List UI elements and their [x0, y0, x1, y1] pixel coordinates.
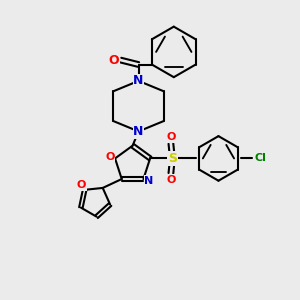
Text: N: N [133, 125, 144, 138]
Text: O: O [166, 175, 176, 185]
Text: N: N [133, 74, 144, 87]
Text: O: O [109, 54, 119, 67]
Text: O: O [77, 180, 86, 190]
Text: O: O [166, 132, 176, 142]
Text: O: O [105, 152, 114, 162]
Text: N: N [144, 176, 153, 185]
Text: S: S [168, 152, 177, 165]
Text: Cl: Cl [254, 153, 266, 164]
